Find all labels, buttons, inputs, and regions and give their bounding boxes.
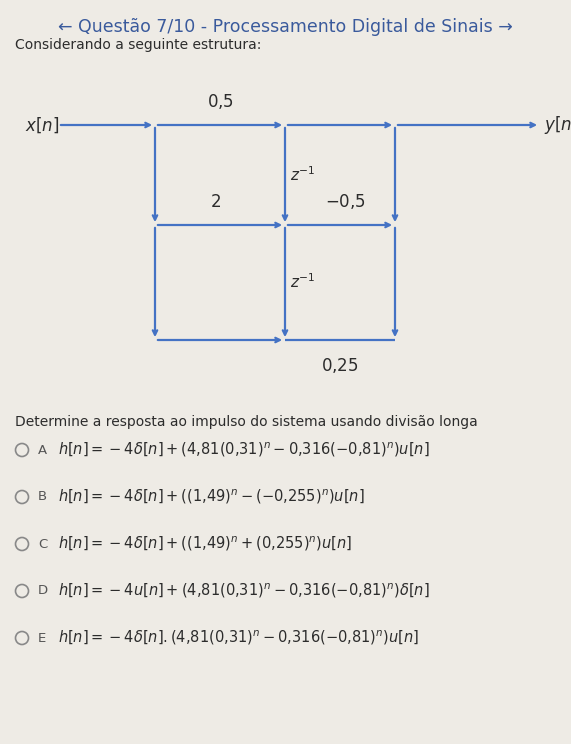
Text: $h[n] = -4\delta[n] + (4{,}81(0{,}31)^n - 0{,}316(-0{,}81)^n)u[n]$: $h[n] = -4\delta[n] + (4{,}81(0{,}31)^n … (58, 440, 430, 459)
Text: $0{,}25$: $0{,}25$ (321, 356, 359, 375)
Text: Considerando a seguinte estrutura:: Considerando a seguinte estrutura: (15, 38, 262, 52)
Text: B: B (38, 490, 47, 504)
Text: $y[n]$: $y[n]$ (544, 114, 571, 136)
Text: $h[n] = -4\delta[n].(4{,}81(0{,}31)^n - 0{,}316(-0{,}81)^n)u[n]$: $h[n] = -4\delta[n].(4{,}81(0{,}31)^n - … (58, 629, 419, 647)
Text: $h[n] = -4\delta[n] + ((1{,}49)^n - (-0{,}255)^n)u[n]$: $h[n] = -4\delta[n] + ((1{,}49)^n - (-0{… (58, 488, 364, 507)
Text: C: C (38, 537, 47, 551)
Text: $h[n] = -4u[n] + (4{,}81(0{,}31)^n - 0{,}316(-0{,}81)^n)\delta[n]$: $h[n] = -4u[n] + (4{,}81(0{,}31)^n - 0{,… (58, 582, 430, 600)
Text: $z^{-1}$: $z^{-1}$ (290, 272, 315, 292)
Text: $x[n]$: $x[n]$ (25, 115, 59, 135)
Text: $-0{,}5$: $-0{,}5$ (324, 192, 365, 211)
Text: D: D (38, 585, 48, 597)
Text: $0{,}5$: $0{,}5$ (207, 92, 234, 111)
Text: $2$: $2$ (210, 193, 220, 211)
Text: A: A (38, 443, 47, 457)
Text: Determine a resposta ao impulso do sistema usando divisão longa: Determine a resposta ao impulso do siste… (15, 415, 478, 429)
Text: $z^{-1}$: $z^{-1}$ (290, 166, 315, 185)
Text: $h[n] = -4\delta[n] + ((1{,}49)^n + (0{,}255)^n)u[n]$: $h[n] = -4\delta[n] + ((1{,}49)^n + (0{,… (58, 535, 352, 554)
Text: ← Questão 7/10 - Processamento Digital de Sinais →: ← Questão 7/10 - Processamento Digital d… (58, 18, 512, 36)
Text: E: E (38, 632, 46, 644)
